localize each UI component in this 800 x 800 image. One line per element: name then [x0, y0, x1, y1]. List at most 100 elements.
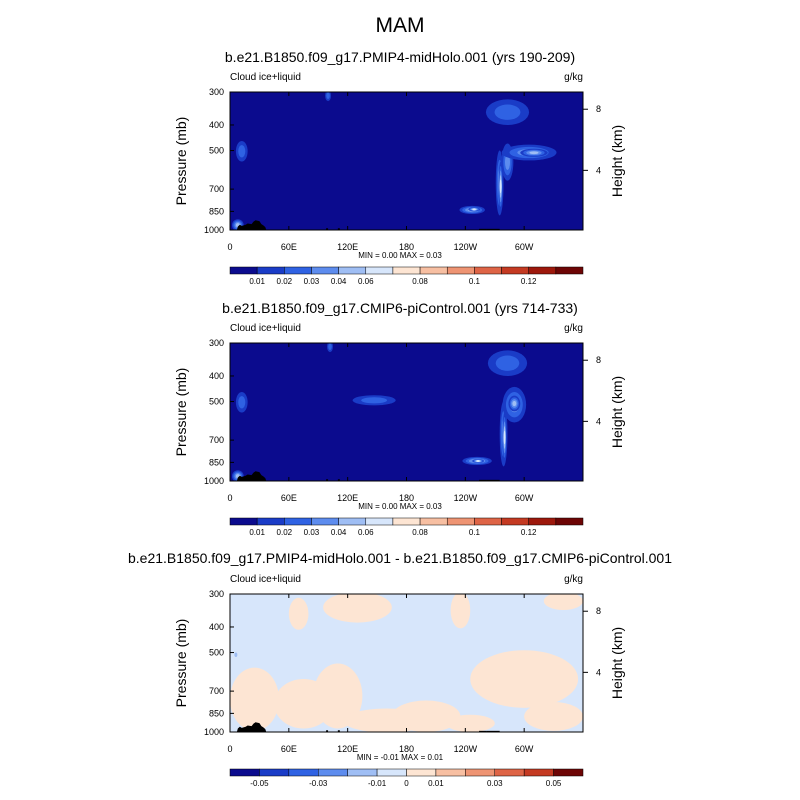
panel-title: b.e21.B1850.f09_g17.CMIP6-piControl.001 …	[222, 300, 578, 316]
y-tick-label: 1000	[204, 476, 224, 486]
colorbar-swatch	[553, 768, 584, 777]
colorbar-label: -0.03	[309, 779, 328, 788]
plot-background	[230, 343, 583, 481]
x-tick-label: 120E	[337, 744, 358, 754]
contour-region	[445, 714, 495, 732]
topography-1	[337, 228, 340, 230]
y2-axis-label: Height (km)	[609, 376, 625, 448]
y-tick-label: 850	[209, 457, 224, 467]
colorbar-label: 0.04	[331, 528, 347, 537]
topography-3	[486, 228, 500, 230]
y2-axis-label: Height (km)	[609, 125, 625, 197]
x-tick-label: 60W	[515, 242, 534, 252]
colorbar-swatch	[318, 768, 348, 777]
x-tick-label: 0	[227, 493, 232, 503]
topography-1	[337, 479, 340, 481]
x-tick-label: 180	[399, 744, 414, 754]
colorbar-swatch	[365, 266, 394, 275]
contour-region	[230, 667, 280, 731]
topography-2	[479, 228, 487, 230]
plot-area	[230, 343, 583, 481]
variable-label: Cloud ice+liquid	[230, 323, 301, 334]
colorbar-swatch	[392, 517, 421, 526]
topography-3	[486, 730, 500, 732]
contour-region	[476, 459, 480, 462]
topography-3	[486, 479, 500, 481]
y2-tick-label: 4	[596, 165, 601, 175]
x-tick-label: 120E	[337, 493, 358, 503]
topography-2	[479, 479, 487, 481]
colorbar-swatch	[474, 266, 502, 275]
y2-tick-label: 4	[596, 667, 601, 677]
x-tick-label: 60E	[281, 493, 297, 503]
colorbar-label: 0.08	[412, 528, 428, 537]
colorbar-swatch	[435, 768, 466, 777]
colorbar-label: 0.01	[249, 528, 265, 537]
topography-asia	[236, 471, 267, 481]
y-tick-label: 850	[209, 206, 224, 216]
colorbar-swatch	[528, 266, 557, 275]
colorbar-swatch	[256, 517, 285, 526]
x-tick-label: 120W	[454, 242, 478, 252]
colorbar-label: 0.1	[469, 277, 481, 286]
colorbar-swatch	[311, 266, 339, 275]
colorbar-swatch	[229, 768, 260, 777]
colorbar-swatch	[555, 266, 584, 275]
colorbar-swatch	[528, 517, 557, 526]
colorbar-swatch	[347, 768, 378, 777]
contour-region	[288, 597, 309, 630]
chart-panel-3: b.e21.B1850.f09_g17.PMIP4-midHolo.001 - …	[128, 550, 672, 788]
y-tick-label: 500	[209, 397, 224, 407]
colorbar-swatch	[446, 517, 475, 526]
topography-0	[326, 228, 329, 230]
y2-tick-label: 8	[596, 606, 601, 616]
contour-region	[313, 663, 363, 729]
y2-tick-label: 8	[596, 355, 601, 365]
contour-region	[470, 650, 579, 708]
colorbar-swatch	[311, 517, 339, 526]
topography-2	[479, 730, 487, 732]
contour-region	[495, 355, 520, 371]
colorbar-label: 0.03	[304, 277, 320, 286]
x-tick-label: 180	[399, 242, 414, 252]
y2-tick-label: 8	[596, 104, 601, 114]
contour-region	[472, 208, 476, 211]
contour-region	[494, 104, 521, 120]
topography-asia	[236, 722, 267, 732]
colorbar-swatch	[338, 266, 367, 275]
colorbar-swatch	[259, 768, 290, 777]
contour-region	[323, 594, 392, 623]
colorbar-label: 0.12	[521, 528, 537, 537]
chart-panel-1: b.e21.B1850.f09_g17.PMIP4-midHolo.001 (y…	[173, 49, 625, 286]
topography-1	[337, 730, 340, 732]
contour-region	[504, 154, 511, 171]
colorbar-label: 0.03	[304, 528, 320, 537]
figure-title: MAM	[375, 14, 425, 37]
colorbar-label: 0.06	[358, 277, 374, 286]
colorbar-swatch	[365, 517, 394, 526]
plot-area	[230, 594, 583, 732]
colorbar-swatch	[338, 517, 367, 526]
x-tick-label: 120E	[337, 242, 358, 252]
colorbar-swatch	[376, 768, 407, 777]
y-axis-label: Pressure (mb)	[173, 117, 189, 206]
x-tick-label: 60W	[515, 493, 534, 503]
topography-0	[326, 479, 329, 481]
y-tick-label: 300	[209, 87, 224, 97]
y-axis-label: Pressure (mb)	[173, 619, 189, 708]
y-tick-label: 700	[209, 435, 224, 445]
colorbar-label: 0.08	[412, 277, 428, 286]
x-tick-label: 0	[227, 744, 232, 754]
contour-region	[234, 652, 238, 658]
topography-asia	[236, 220, 267, 230]
contour-region	[543, 594, 583, 611]
y2-tick-label: 4	[596, 416, 601, 426]
units-label: g/kg	[564, 72, 583, 83]
y-tick-label: 400	[209, 371, 224, 381]
colorbar-swatch	[501, 517, 529, 526]
colorbar-swatch	[501, 266, 529, 275]
y-tick-label: 300	[209, 589, 224, 599]
colorbar-label: 0.02	[277, 528, 293, 537]
y-tick-label: 1000	[204, 727, 224, 737]
